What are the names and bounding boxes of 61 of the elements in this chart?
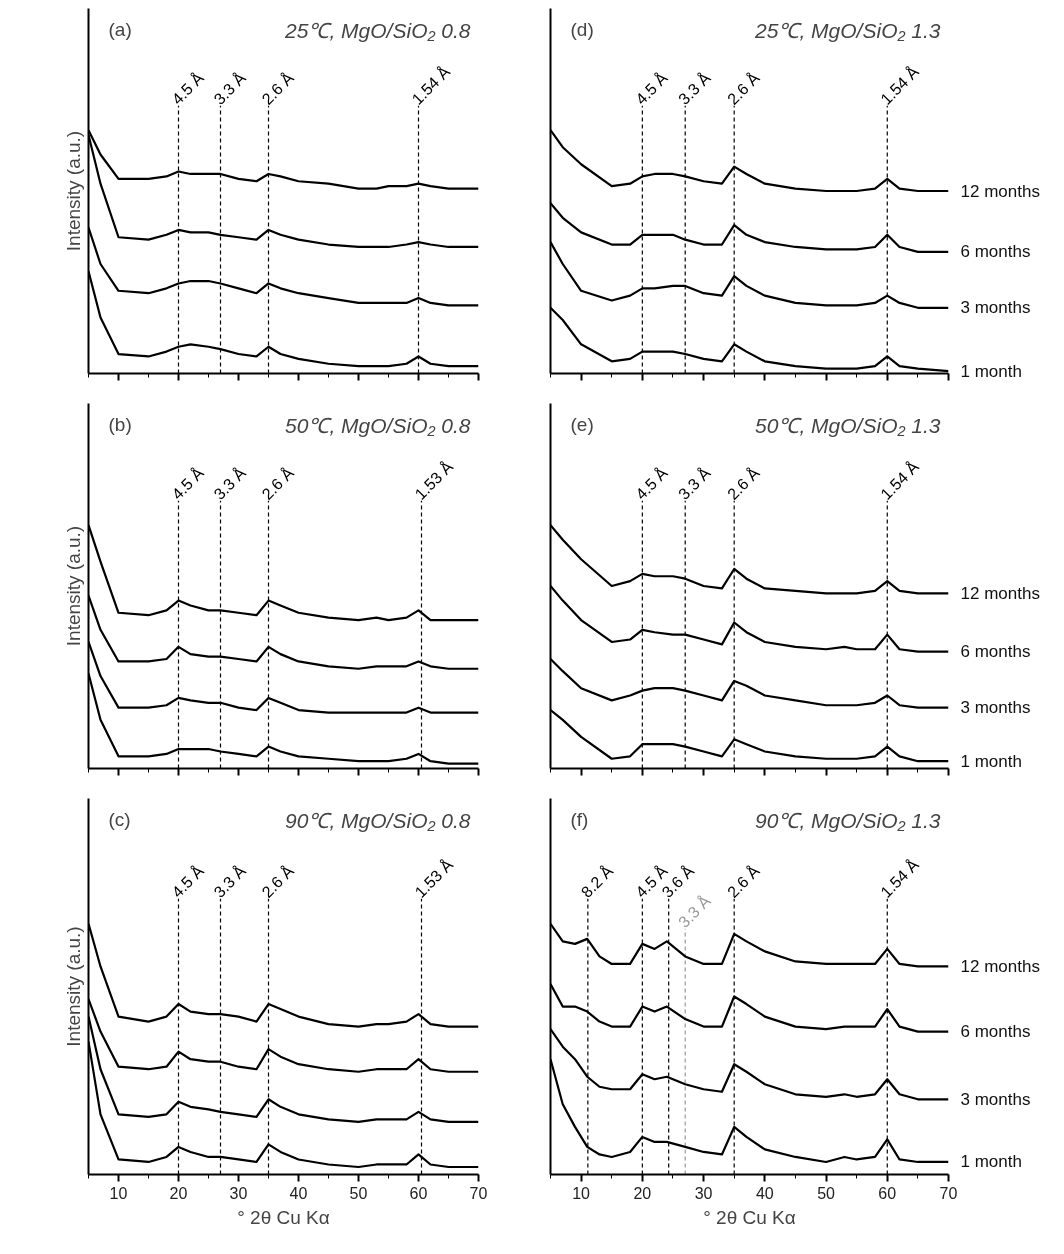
x-tick-label: 60: [409, 1184, 428, 1202]
ref-line-label: 3.3 Å: [674, 891, 714, 931]
ref-line-label: 4.5 Å: [631, 68, 672, 108]
chart-subtitle: 90℃, MgO/SiO₂ 1.3: [755, 808, 941, 832]
x-tick-label: 30: [694, 1184, 713, 1202]
x-tick-label: 50: [349, 1184, 368, 1202]
x-tick-label: 60: [878, 1184, 897, 1202]
ref-line-label: 3.3 Å: [674, 463, 714, 503]
series-label: 1 month: [960, 751, 1022, 771]
series-label: 12 months: [960, 181, 1040, 201]
series-label: 3 months: [960, 698, 1031, 718]
ref-line-label: 3.3 Å: [209, 463, 250, 503]
ref-line-label: 2.6 Å: [723, 861, 763, 901]
x-axis-title: ° 2θ Cu Kα: [237, 1206, 330, 1228]
chart-title: (b): [108, 413, 132, 435]
series-label: 6 months: [960, 1022, 1031, 1042]
chart-subtitle: 25℃, MgO/SiO₂ 1.3: [754, 18, 941, 42]
ref-line-label: 4.5 Å: [167, 861, 208, 901]
series-label: 12 months: [960, 583, 1040, 603]
chart-title: (a): [108, 18, 132, 40]
series-label: 1 month: [960, 1152, 1022, 1172]
y-axis-title: Intensity (a.u.): [62, 525, 84, 647]
chart-subtitle: 90℃, MgO/SiO₂ 0.8: [285, 808, 471, 832]
ref-line-label: 4.5 Å: [167, 68, 208, 108]
x-tick-label: 70: [469, 1184, 488, 1202]
ref-line-label: 2.6 Å: [723, 68, 763, 108]
ref-line-label: 3.3 Å: [674, 68, 714, 108]
ref-line-label: 2.6 Å: [257, 861, 298, 901]
x-tick-label: 30: [229, 1184, 248, 1202]
ref-line-label: 2.6 Å: [257, 463, 298, 503]
series-label: 12 months: [960, 956, 1040, 976]
chart-title: (c): [108, 808, 131, 830]
x-tick-label: 70: [939, 1184, 958, 1202]
series-label: 1 month: [960, 361, 1022, 381]
y-axis-title: Intensity (a.u.): [62, 926, 84, 1047]
ref-line-label: 2.6 Å: [723, 463, 763, 503]
chart-title: (f): [570, 808, 589, 830]
ref-line-label: 3.3 Å: [209, 68, 250, 108]
series-label: 6 months: [960, 242, 1031, 262]
x-tick-label: 40: [289, 1184, 308, 1202]
series-label: 3 months: [960, 1089, 1031, 1109]
series-label: 6 months: [960, 642, 1031, 662]
x-tick-label: 50: [817, 1184, 836, 1202]
chart-title: (d): [570, 18, 594, 40]
chart-title: (e): [570, 413, 594, 435]
chart-subtitle: 25℃, MgO/SiO₂ 0.8: [284, 18, 471, 42]
chart-subtitle: 50℃, MgO/SiO₂ 1.3: [755, 413, 941, 437]
series-label: 3 months: [960, 298, 1031, 318]
y-axis-title: Intensity (a.u.): [62, 130, 84, 252]
x-tick-label: 10: [572, 1184, 591, 1202]
ref-line-label: 4.5 Å: [167, 463, 208, 503]
x-tick-label: 20: [169, 1184, 188, 1202]
ref-line-label: 2.6 Å: [257, 68, 298, 108]
ref-line-label: 8.2 Å: [577, 861, 617, 901]
x-tick-label: 20: [633, 1184, 652, 1202]
x-tick-label: 10: [109, 1184, 128, 1202]
x-tick-label: 40: [755, 1184, 774, 1202]
chart-subtitle: 50℃, MgO/SiO₂ 0.8: [285, 413, 471, 437]
ref-line-label: 4.5 Å: [631, 463, 672, 503]
x-axis-title: ° 2θ Cu Kα: [703, 1206, 796, 1228]
ref-line-label: 3.3 Å: [209, 861, 250, 901]
